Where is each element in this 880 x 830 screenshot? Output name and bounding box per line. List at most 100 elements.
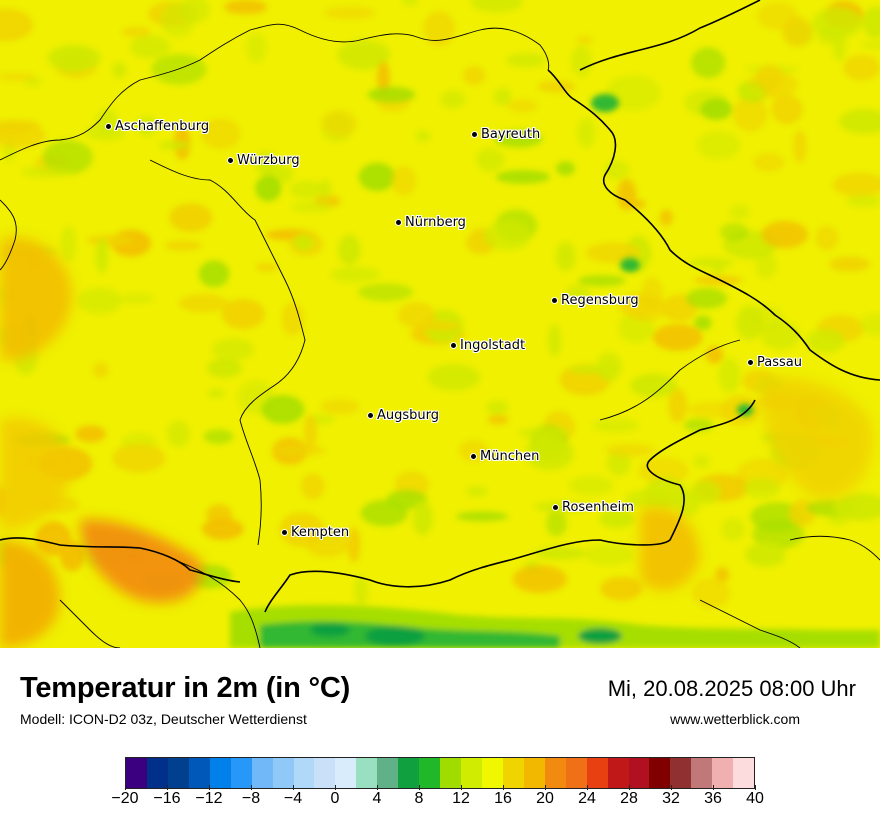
temperature-patch: [354, 575, 369, 607]
tick-mark: [377, 785, 378, 790]
color-swatch: [628, 758, 650, 788]
city-marker[interactable]: Bayreuth: [472, 127, 540, 142]
temperature-patch: [281, 302, 304, 336]
temperature-patch: [0, 8, 33, 42]
color-swatch: [167, 758, 189, 788]
temperature-patch: [815, 225, 839, 251]
color-swatch: [419, 758, 441, 788]
tick-label: 28: [620, 790, 638, 807]
temperature-patch: [534, 501, 590, 513]
city-marker[interactable]: Augsburg: [368, 408, 439, 423]
temperature-patch: [459, 439, 488, 462]
city-marker[interactable]: Regensburg: [552, 293, 639, 308]
temperature-patch: [638, 457, 689, 485]
temperature-patch: [304, 414, 317, 450]
temperature-patch: [555, 241, 576, 272]
temperature-patch: [718, 358, 741, 393]
temperature-patch: [224, 0, 268, 15]
temperature-patch: [771, 94, 803, 125]
color-swatch: [502, 758, 524, 788]
city-dot-icon: [368, 413, 373, 418]
tick-label: 4: [372, 790, 382, 807]
color-swatch: [440, 758, 461, 788]
city-marker[interactable]: Kempten: [282, 525, 349, 540]
temperature-patch: [423, 11, 456, 47]
tick-label: 20: [536, 790, 554, 807]
temperature-patch: [338, 234, 361, 266]
temperature-patch: [494, 88, 512, 106]
city-marker[interactable]: Rosenheim: [553, 500, 634, 515]
tick-label: −16: [153, 790, 181, 807]
temperature-patch: [585, 242, 641, 263]
temperature-patch: [630, 373, 677, 398]
temperature-patch: [255, 175, 282, 202]
temperature-patch: [668, 388, 688, 423]
temperature-patch: [129, 35, 171, 59]
city-marker[interactable]: Nürnberg: [396, 215, 466, 230]
temperature-field: [0, 0, 880, 648]
temperature-patch: [793, 130, 807, 164]
temperature-patch: [617, 178, 637, 211]
city-marker[interactable]: Passau: [748, 355, 802, 370]
city-dot-icon: [282, 530, 287, 535]
tick-label: 0: [330, 790, 340, 807]
temperature-map[interactable]: Aschaffenburg Würzburg Bayreuth Nürnberg Reg…: [0, 0, 880, 648]
temperature-patch: [861, 41, 880, 50]
temperature-patch: [584, 543, 635, 566]
city-marker[interactable]: Würzburg: [228, 153, 300, 168]
city-dot-icon: [396, 220, 401, 225]
color-swatch: [251, 758, 273, 788]
temperature-patch: [518, 426, 570, 440]
temperature-patch: [198, 260, 230, 288]
temperature-patch: [391, 165, 417, 196]
temperature-patch: [745, 542, 786, 567]
temperature-patch: [700, 98, 733, 121]
temperature-patch: [692, 577, 731, 609]
temperature-patch: [753, 152, 785, 172]
color-scale-ticks: −20 −16 −12 −8 −4 0 4 8 12 16 20 24 28 32 36 40: [111, 785, 764, 810]
temperature-patch: [605, 443, 656, 457]
tick-mark: [167, 785, 168, 790]
color-swatch: [712, 758, 734, 788]
temperature-patch: [576, 35, 593, 45]
temperature-patch: [164, 240, 202, 251]
temperature-patch: [607, 450, 631, 476]
temperature-patch: [689, 480, 721, 505]
temperature-patch: [693, 275, 743, 285]
temperature-patch: [729, 204, 750, 220]
temperature-patch: [203, 429, 234, 444]
temperature-patch: [466, 486, 488, 497]
city-label: Rosenheim: [562, 500, 634, 515]
temperature-patch: [839, 108, 880, 134]
temperature-patch: [652, 324, 703, 351]
color-swatch: [314, 758, 336, 788]
temperature-patch: [180, 0, 210, 24]
map-title: Temperatur in 2m (in °C): [20, 672, 351, 704]
city-marker[interactable]: München: [471, 449, 539, 464]
temperature-patch: [337, 39, 391, 70]
temperature-patch: [112, 62, 127, 79]
color-swatch: [649, 758, 671, 788]
temperature-patch: [136, 116, 158, 136]
temperature-patch: [546, 510, 567, 537]
temperature-patch: [158, 140, 190, 150]
city-label: Bayreuth: [481, 127, 541, 142]
city-marker[interactable]: Ingolstadt: [451, 338, 525, 353]
city-marker[interactable]: Aschaffenburg: [106, 119, 209, 134]
color-swatch: [461, 758, 482, 788]
city-dot-icon: [228, 158, 233, 163]
forecast-datetime: Mi, 20.08.2025 08:00 Uhr: [607, 676, 856, 701]
temperature-patch: [207, 388, 225, 398]
temperature-patch: [462, 66, 486, 86]
temperature-patch: [0, 119, 40, 131]
temperature-patch: [255, 263, 278, 272]
tick-label: 32: [662, 790, 680, 807]
website-link[interactable]: www.wetterblick.com: [670, 711, 800, 727]
color-swatch: [126, 758, 147, 788]
temperature-patch: [212, 338, 254, 361]
temperature-patch: [685, 288, 728, 309]
temperature-patch: [599, 508, 635, 529]
temperature-patch: [330, 266, 380, 283]
temperature-patch: [221, 298, 265, 330]
temperature-patch: [412, 500, 433, 536]
